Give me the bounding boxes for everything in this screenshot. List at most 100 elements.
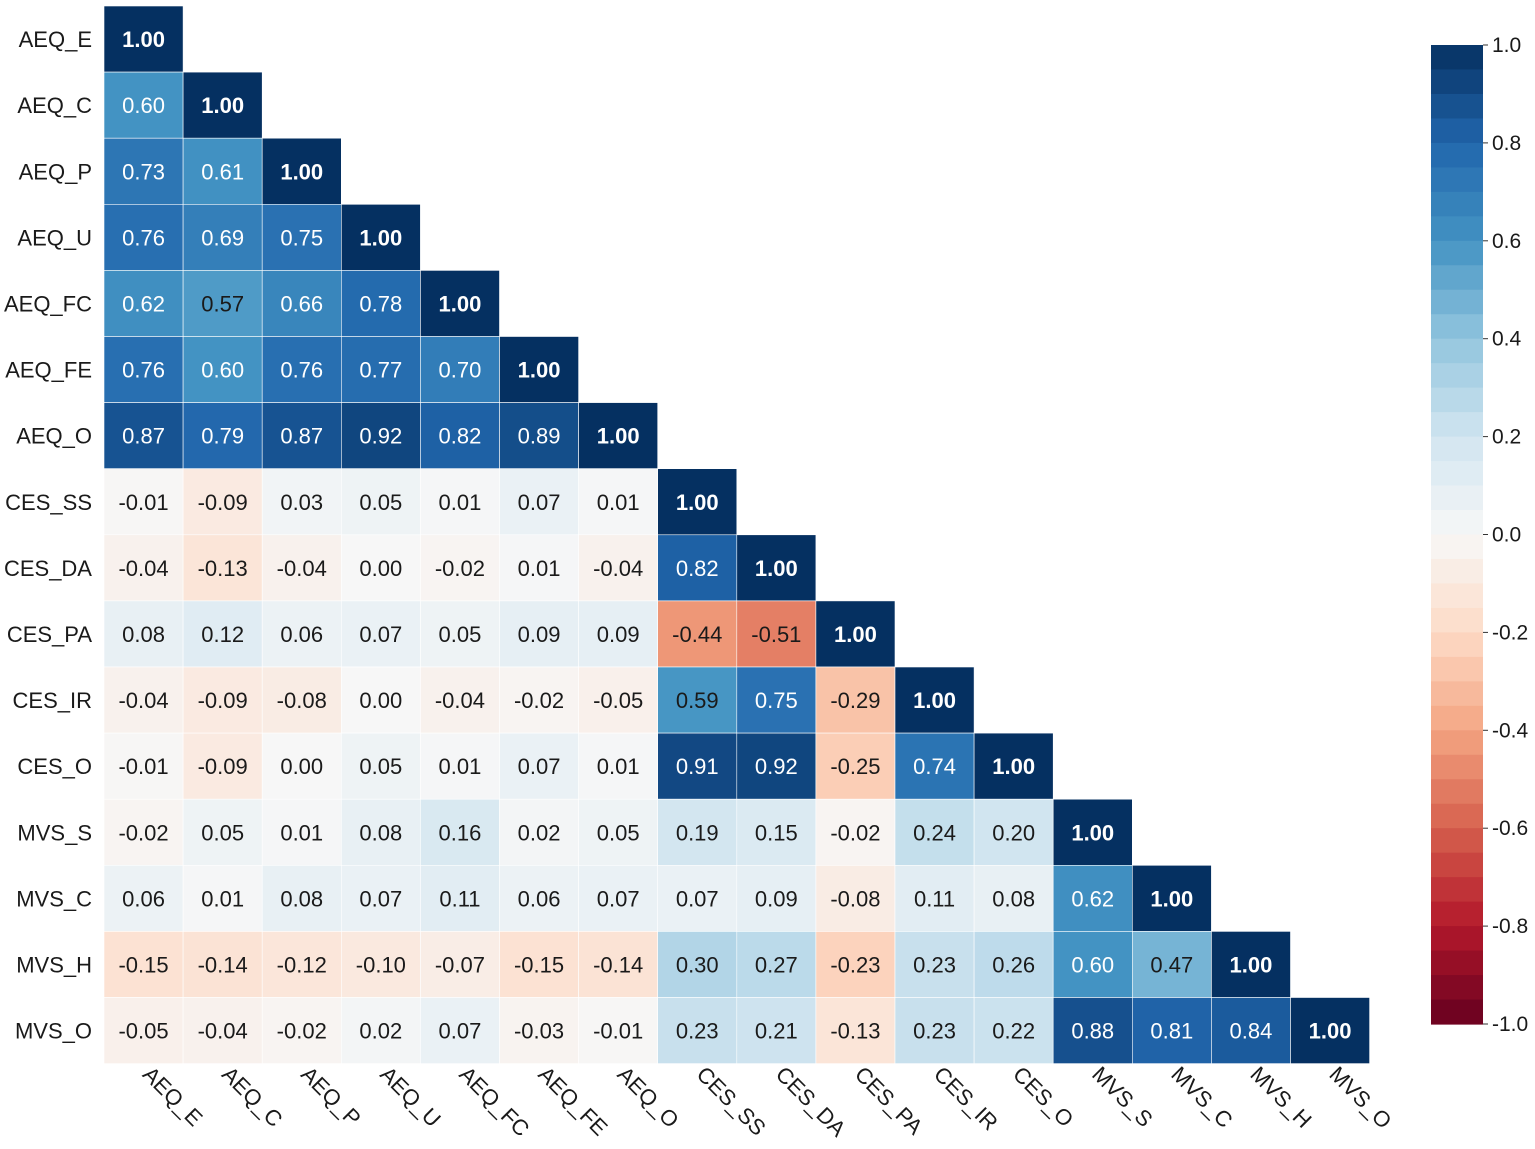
- cell-value-label-CES_IR-AEQ_U: 0.00: [359, 688, 402, 713]
- x-tick-label-MVS_O: MVS_O: [1325, 1061, 1397, 1133]
- cell-value-label-MVS_O-CES_O: 0.22: [992, 1019, 1035, 1044]
- heatmap-cell-MVS_C-MVS_S: [1052, 864, 1133, 932]
- cell-value-label-AEQ_FC-AEQ_U: 0.78: [359, 291, 402, 316]
- cell-value-label-CES_PA-AEQ_C: 0.12: [201, 622, 244, 647]
- colorbar-segment: [1431, 877, 1483, 903]
- cell-value-label-CES_IR-CES_IR: 1.00: [913, 688, 956, 713]
- heatmap-cell-CES_DA-AEQ_C: [182, 534, 263, 602]
- heatmap-cell-MVS_H-CES_SS: [657, 931, 738, 998]
- heatmap-cell-MVS_O-AEQ_C: [182, 997, 263, 1064]
- colorbar: 1.0 0.8 0.6 0.4 0.2 0.0 -0.2 -0.4 -0.6 -0.8 -1.0: [1431, 34, 1529, 1036]
- cell-value-label-CES_SS-AEQ_E: -0.01: [118, 490, 168, 515]
- cell-value-label-AEQ_P-AEQ_E: 0.73: [122, 159, 165, 184]
- cell-value-label-AEQ_FE-AEQ_U: 0.77: [359, 358, 402, 383]
- x-tick-label-AEQ_O: AEQ_O: [613, 1061, 684, 1132]
- heatmap-cell-MVS_S-MVS_S: [1052, 798, 1133, 866]
- x-tick-label-MVS_S: MVS_S: [1087, 1061, 1157, 1131]
- heatmap-cell-MVS_O-MVS_C: [1132, 997, 1212, 1064]
- heatmap-cell-CES_IR-AEQ_FE: [499, 666, 579, 734]
- heatmap-cell-MVS_C-AEQ_P: [261, 864, 342, 932]
- heatmap-value-labels: 1.00 0.60 1.00 0.73 0.61 1.00 0.76 0.69 0.75 1.00…: [118, 27, 1351, 1044]
- colorbar-tick-label: 1.0: [1492, 34, 1521, 57]
- heatmap-cell-CES_PA-AEQ_FC: [420, 600, 500, 668]
- cell-value-label-AEQ_FC-AEQ_E: 0.62: [122, 291, 165, 316]
- cell-value-label-CES_DA-AEQ_C: -0.13: [198, 556, 248, 581]
- cell-value-label-MVS_S-CES_DA: 0.15: [755, 820, 798, 845]
- heatmap-cell-MVS_H-MVS_S: [1052, 931, 1133, 998]
- cell-value-label-MVS_S-AEQ_P: 0.01: [280, 820, 323, 845]
- colorbar-segment: [1431, 191, 1483, 217]
- colorbar-segment: [1431, 852, 1483, 878]
- cell-value-label-CES_DA-CES_SS: 0.82: [676, 556, 719, 581]
- cell-value-label-AEQ_O-AEQ_O: 1.00: [597, 424, 640, 449]
- heatmap-cell-AEQ_O-AEQ_O: [578, 402, 658, 470]
- colorbar-segment: [1431, 142, 1483, 168]
- heatmap-cell-AEQ_FC-AEQ_U: [340, 270, 421, 337]
- heatmap-cell-MVS_O-MVS_H: [1211, 997, 1291, 1064]
- heatmap-cell-AEQ_O-AEQ_U: [340, 402, 421, 470]
- heatmap-cell-CES_SS-AEQ_E: [103, 468, 184, 536]
- heatmap-cell-MVS_S-AEQ_E: [103, 798, 184, 866]
- cell-value-label-CES_O-AEQ_O: 0.01: [597, 754, 640, 779]
- heatmap-cell-MVS_H-AEQ_E: [103, 931, 184, 998]
- heatmap-cell-MVS_O-AEQ_FC: [420, 997, 500, 1064]
- heatmap-cell-CES_PA-AEQ_E: [103, 600, 184, 668]
- heatmap-cell-CES_O-CES_PA: [815, 732, 896, 800]
- cell-value-label-CES_IR-AEQ_C: -0.09: [198, 688, 248, 713]
- heatmap-cell-MVS_C-AEQ_E: [103, 864, 184, 932]
- y-tick-label-MVS_H: MVS_H: [16, 952, 92, 977]
- cell-value-label-MVS_O-MVS_S: 0.88: [1071, 1019, 1114, 1044]
- heatmap-cell-MVS_O-MVS_O: [1290, 997, 1370, 1064]
- cell-value-label-MVS_O-AEQ_P: -0.02: [277, 1019, 327, 1044]
- heatmap-cell-AEQ_O-AEQ_E: [103, 402, 184, 470]
- heatmap-cell-AEQ_U-AEQ_U: [340, 204, 421, 271]
- y-tick-label-AEQ_FE: AEQ_FE: [5, 358, 92, 383]
- cell-value-label-CES_IR-AEQ_O: -0.05: [593, 688, 643, 713]
- cell-value-label-AEQ_C-AEQ_E: 0.60: [122, 93, 165, 118]
- heatmap-cell-MVS_O-AEQ_P: [261, 997, 342, 1064]
- cell-value-label-MVS_O-MVS_C: 0.81: [1150, 1019, 1193, 1044]
- cell-value-label-CES_PA-AEQ_O: 0.09: [597, 622, 640, 647]
- colorbar-segment: [1431, 558, 1483, 585]
- colorbar-segment: [1431, 926, 1483, 952]
- heatmap-cell-MVS_S-CES_IR: [894, 798, 975, 866]
- heatmap-cell-MVS_O-AEQ_E: [103, 997, 184, 1064]
- cell-value-label-AEQ_C-AEQ_C: 1.00: [201, 93, 244, 118]
- cell-value-label-CES_DA-AEQ_FC: -0.02: [435, 556, 485, 581]
- cell-value-label-CES_IR-AEQ_FE: -0.02: [514, 688, 564, 713]
- cell-value-label-MVS_C-CES_DA: 0.09: [755, 886, 798, 911]
- colorbar-segment: [1431, 656, 1483, 682]
- heatmap-cell-CES_DA-AEQ_E: [103, 534, 184, 602]
- cell-value-label-MVS_H-CES_DA: 0.27: [755, 952, 798, 977]
- heatmap-cell-AEQ_O-AEQ_C: [182, 402, 263, 470]
- cell-value-label-MVS_H-CES_IR: 0.23: [913, 952, 956, 977]
- cell-value-label-CES_SS-CES_SS: 1.00: [676, 490, 719, 515]
- cell-value-label-CES_DA-AEQ_U: 0.00: [359, 556, 402, 581]
- colorbar-segment: [1431, 93, 1483, 120]
- cell-value-label-MVS_C-CES_SS: 0.07: [676, 886, 719, 911]
- heatmap-cell-CES_SS-AEQ_O: [578, 468, 658, 536]
- heatmap-cell-MVS_H-AEQ_C: [182, 931, 263, 998]
- cell-value-label-MVS_S-CES_PA: -0.02: [830, 820, 880, 845]
- colorbar-segment: [1431, 754, 1483, 780]
- cell-value-label-CES_PA-CES_DA: -0.51: [751, 622, 801, 647]
- heatmap-cell-CES_PA-AEQ_U: [340, 600, 421, 668]
- cell-value-label-MVS_C-CES_O: 0.08: [992, 886, 1035, 911]
- x-tick-label-CES_IR: CES_IR: [929, 1061, 1003, 1135]
- cell-value-label-MVS_C-AEQ_C: 0.01: [201, 886, 244, 911]
- cell-value-label-MVS_H-CES_PA: -0.23: [830, 952, 880, 977]
- y-tick-label-AEQ_C: AEQ_C: [17, 93, 92, 118]
- heatmap-cell-MVS_O-CES_DA: [736, 997, 817, 1064]
- heatmap-cell-CES_PA-AEQ_C: [182, 600, 263, 668]
- colorbar-segment: [1431, 534, 1483, 560]
- cell-value-label-AEQ_U-AEQ_E: 0.76: [122, 225, 165, 250]
- heatmap-cell-MVS_O-CES_SS: [657, 997, 738, 1064]
- cell-value-label-MVS_O-CES_PA: -0.13: [830, 1019, 880, 1044]
- cell-value-label-MVS_H-MVS_S: 0.60: [1071, 952, 1114, 977]
- cell-value-label-MVS_S-AEQ_O: 0.05: [597, 820, 640, 845]
- heatmap-cell-AEQ_P-AEQ_P: [261, 137, 342, 205]
- colorbar-tick-label: 0.6: [1492, 230, 1521, 253]
- y-tick-label-CES_SS: CES_SS: [5, 490, 92, 515]
- heatmap-cell-CES_IR-AEQ_O: [578, 666, 658, 734]
